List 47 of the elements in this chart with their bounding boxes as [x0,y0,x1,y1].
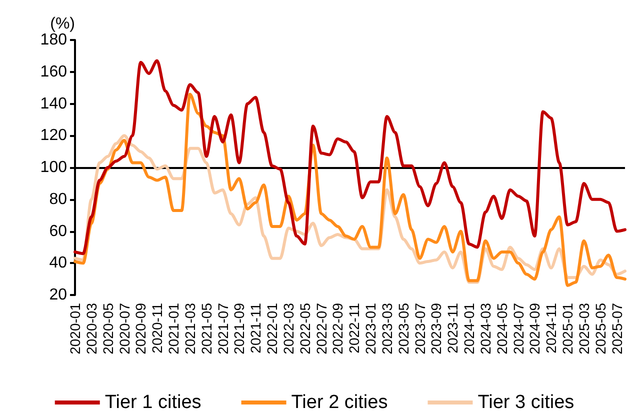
x-tick-label: 2025-03 [576,302,592,354]
legend-label: Tier 3 cities [478,392,574,413]
y-tick-label: 40 [49,254,68,272]
x-tick-label: 2022-07 [313,302,330,354]
x-tick-label: 2022-03 [280,302,296,354]
x-tick-label: 2021-09 [231,302,248,354]
x-tick-label: 2021-05 [198,302,214,354]
x-tick-label: 2024-03 [477,302,494,354]
y-axis-title: (%) [50,16,75,32]
y-tick-label: 140 [40,95,68,112]
legend-label: Tier 2 cities [291,392,388,413]
x-tick-label: 2020-07 [116,302,132,354]
x-tick-label: 2020-05 [100,302,116,354]
x-tick-label: 2021-11 [248,302,264,354]
x-tick-label: 2023-09 [428,302,444,354]
legend-label: Tier 1 cities [104,392,202,413]
y-tick-label: 20 [49,286,68,304]
x-tick-label: 2024-05 [494,302,510,354]
y-tick-label: 80 [49,190,68,208]
y-tick-label: 180 [40,32,68,48]
x-tick-label: 2024-01 [461,302,478,354]
x-tick-label: 2025-01 [560,302,576,354]
x-tick-label: 2022-05 [296,302,313,354]
x-tick-label: 2022-09 [330,302,346,354]
y-tick-label: 120 [40,127,68,144]
x-tick-label: 2023-03 [378,302,395,354]
x-tick-label: 2021-01 [166,302,182,354]
y-tick-label: 60 [49,222,68,240]
x-tick-label: 2020-01 [67,302,83,354]
x-tick-label: 2023-07 [412,302,428,354]
x-tick-label: 2023-05 [395,302,412,354]
x-tick-label: 2022-11 [346,302,362,354]
x-tick-label: 2024-09 [526,302,543,354]
x-tick-label: 2020-03 [83,302,100,354]
x-tick-label: 2022-01 [264,302,280,354]
x-tick-label: 2020-09 [132,302,149,354]
x-tick-label: 2020-11 [149,302,166,354]
x-tick-label: 2025-07 [608,302,625,354]
x-tick-label: 2021-07 [214,302,231,354]
x-tick-label: 2024-07 [510,302,526,354]
y-tick-label: 100 [40,159,68,176]
y-tick-label: 160 [40,63,68,80]
x-tick-label: 2023-01 [362,302,379,354]
x-tick-label: 2025-05 [592,302,608,354]
x-tick-label: 2024-11 [543,302,560,354]
x-tick-label: 2023-11 [444,302,461,354]
x-tick-label: 2021-03 [182,302,198,354]
